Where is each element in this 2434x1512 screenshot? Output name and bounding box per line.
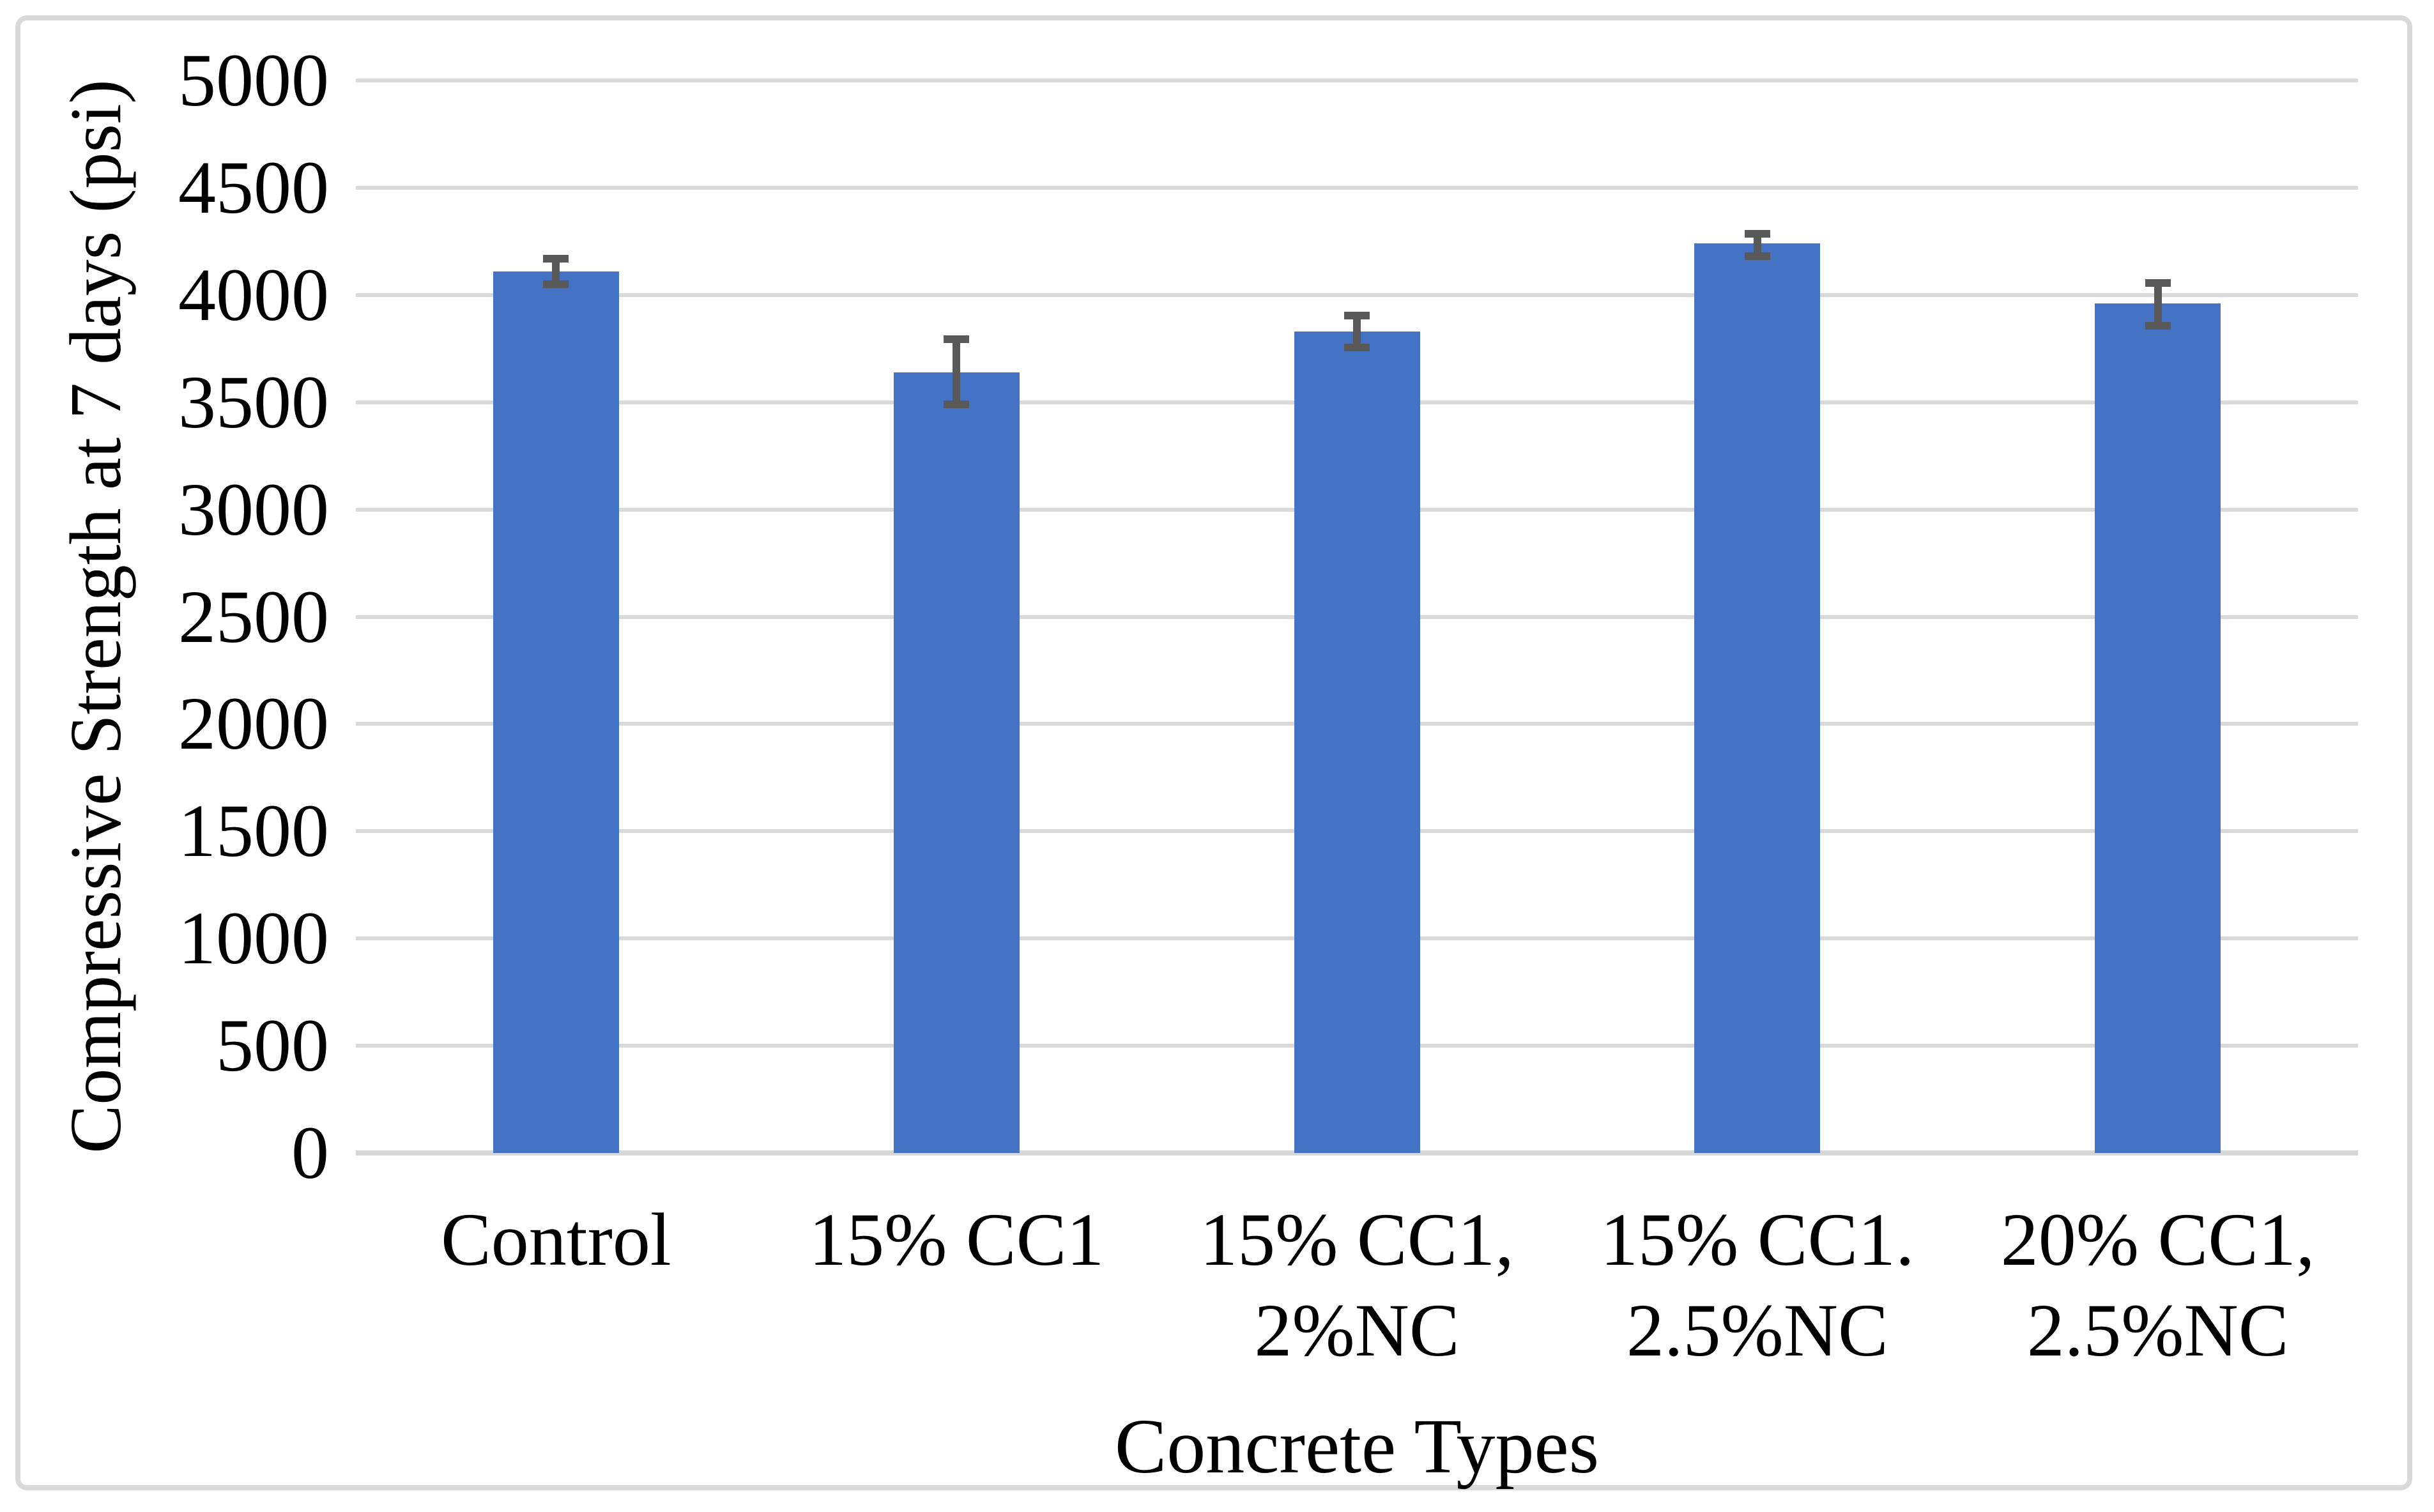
error-line-0 [552, 258, 560, 284]
y-tick-label-0: 0 [291, 1111, 329, 1195]
y-tick-label-500: 500 [216, 1004, 329, 1088]
x-category-label-3: 15% CC1. 2.5%NC [1600, 1198, 1915, 1372]
bar-3 [1694, 243, 1821, 1153]
y-tick-label-4500: 4500 [178, 145, 329, 229]
x-category-label-0: Control [441, 1198, 671, 1281]
error-cap-bottom-4 [2145, 322, 2171, 330]
error-line-3 [1753, 234, 1761, 257]
error-cap-top-3 [1744, 230, 1770, 238]
error-cap-bottom-0 [543, 280, 569, 288]
chart-outer-border [15, 15, 2412, 1490]
x-category-label-4: 20% CC1, 2.5%NC [2000, 1198, 2315, 1372]
y-tick-label-4000: 4000 [178, 252, 329, 337]
y-tick-label-1500: 1500 [178, 789, 329, 873]
error-cap-top-2 [1344, 311, 1370, 319]
bar-0 [493, 271, 619, 1153]
error-cap-bottom-1 [944, 401, 970, 409]
error-cap-bottom-3 [1744, 252, 1770, 261]
y-tick-label-2500: 2500 [178, 574, 329, 659]
error-cap-bottom-2 [1344, 344, 1370, 352]
bar-1 [893, 372, 1020, 1153]
y-tick-label-2000: 2000 [178, 682, 329, 766]
gridline [356, 293, 2358, 297]
bar-4 [2095, 303, 2221, 1153]
error-line-2 [1353, 315, 1361, 348]
error-cap-top-0 [543, 254, 569, 263]
gridline [356, 185, 2358, 190]
error-cap-top-4 [2145, 279, 2171, 287]
y-tick-label-1000: 1000 [178, 896, 329, 981]
error-cap-top-1 [944, 335, 970, 343]
x-category-label-2: 15% CC1, 2%NC [1200, 1198, 1514, 1372]
x-category-label-1: 15% CC1 [809, 1198, 1105, 1281]
plot-area [356, 79, 2358, 1156]
y-tick-label-3000: 3000 [178, 467, 329, 551]
error-line-4 [2154, 283, 2162, 326]
error-line-1 [953, 339, 961, 405]
gridline [356, 79, 2358, 82]
y-tick-label-3500: 3500 [178, 360, 329, 444]
y-axis-title: Compressive Strength at 7 days (psi) [55, 79, 136, 1154]
x-axis-title: Concrete Types [1114, 1403, 1600, 1490]
bar-2 [1294, 331, 1420, 1153]
x-axis-line [356, 1150, 2358, 1156]
y-tick-label-5000: 5000 [178, 38, 329, 122]
